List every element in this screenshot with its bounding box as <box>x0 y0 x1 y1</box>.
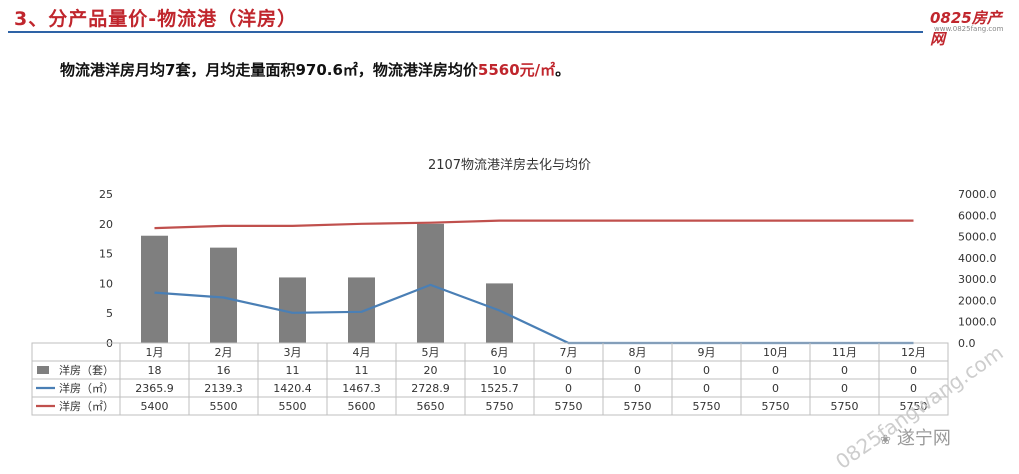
x-tick-label: 5月 <box>422 346 440 359</box>
y-tick-right: 2000.0 <box>958 294 997 307</box>
summary-price: 5560元/㎡ <box>477 61 556 79</box>
bar-units <box>417 223 444 343</box>
y-tick-left: 10 <box>99 277 113 290</box>
data-label: 0 <box>841 364 848 377</box>
data-label: 0 <box>703 364 710 377</box>
data-label: 1525.7 <box>480 382 519 395</box>
data-label: 16 <box>217 364 231 377</box>
x-tick-label: 3月 <box>284 346 302 359</box>
paw-icon: ❀ <box>880 433 891 448</box>
logo-url: www.0825fang.com <box>934 25 1004 33</box>
data-label: 0 <box>910 364 917 377</box>
data-label: 0 <box>703 382 710 395</box>
x-tick-label: 7月 <box>560 346 578 359</box>
y-tick-left: 15 <box>99 248 113 261</box>
data-label: 2728.9 <box>411 382 450 395</box>
data-label: 5400 <box>141 400 169 413</box>
x-tick-label: 1月 <box>146 346 164 359</box>
data-label: 5650 <box>417 400 445 413</box>
logo-text: 0825房产网 <box>930 9 1002 48</box>
summary-text: 物流港洋房月均7套，月均走量面积970.6㎡，物流港洋房均价 <box>60 61 478 79</box>
y-tick-right: 0.0 <box>958 337 976 350</box>
y-tick-right: 3000.0 <box>958 273 997 286</box>
chart-title: 2107物流港洋房去化与均价 <box>427 158 592 173</box>
data-label: 5750 <box>831 400 859 413</box>
x-tick-label: 10月 <box>763 346 788 359</box>
data-label: 5750 <box>624 400 652 413</box>
brand-watermark: ❀ 遂宁网 <box>880 424 951 450</box>
data-label: 5750 <box>900 400 928 413</box>
x-tick-label: 6月 <box>491 346 509 359</box>
line-area <box>154 283 914 345</box>
data-label: 2365.9 <box>135 382 174 395</box>
data-label: 5750 <box>693 400 721 413</box>
data-label: 1420.4 <box>273 382 312 395</box>
x-tick-label: 9月 <box>698 346 716 359</box>
x-tick-label: 11月 <box>832 346 857 359</box>
y-tick-right: 4000.0 <box>958 252 997 265</box>
y-tick-right: 6000.0 <box>958 209 997 222</box>
y-tick-right: 5000.0 <box>958 231 997 244</box>
page-title: 3、分产品量价-物流港（洋房） <box>14 8 298 30</box>
data-label: 0 <box>841 382 848 395</box>
data-label: 11 <box>355 364 369 377</box>
bar-units <box>141 235 168 343</box>
y-tick-right: 1000.0 <box>958 316 997 329</box>
x-tick-label: 4月 <box>353 346 371 359</box>
data-label: 5750 <box>555 400 583 413</box>
data-label: 11 <box>286 364 300 377</box>
line-price <box>154 219 914 230</box>
y-tick-left: 5 <box>106 307 113 320</box>
data-label: 18 <box>148 364 162 377</box>
data-label: 0 <box>772 382 779 395</box>
data-label: 5750 <box>762 400 790 413</box>
data-label: 20 <box>424 364 438 377</box>
data-label: 0 <box>634 382 641 395</box>
data-label: 0 <box>634 364 641 377</box>
data-label: 1467.3 <box>342 382 381 395</box>
bar-units <box>486 283 513 343</box>
site-logo[interactable]: 0825房产网 www.0825fang.com <box>928 4 1014 48</box>
data-label: 5500 <box>279 400 307 413</box>
data-label: 5750 <box>486 400 514 413</box>
brand-text: 遂宁网 <box>896 428 951 449</box>
data-label: 0 <box>565 364 572 377</box>
summary-end: 。 <box>555 61 571 79</box>
y-tick-left: 20 <box>99 218 113 231</box>
summary-line: 物流港洋房月均7套，月均走量面积970.6㎡，物流港洋房均价5560元/㎡。 <box>60 59 570 80</box>
data-label: 0 <box>910 382 917 395</box>
legend-label: 洋房（套） <box>59 363 114 377</box>
y-tick-left: 25 <box>99 188 113 201</box>
x-tick-label: 8月 <box>629 346 647 359</box>
bar-units <box>210 247 237 343</box>
data-label: 0 <box>772 364 779 377</box>
header-divider <box>8 31 923 33</box>
chart-canvas: 0 5 10 15 20 25 0.0 1000.0 2000.0 3000.0 4000.0 500… <box>31 188 997 416</box>
bar-units <box>348 277 375 343</box>
legend-label: 洋房（㎡） <box>59 381 114 395</box>
legend-key-bar <box>37 366 49 374</box>
data-label: 5500 <box>210 400 238 413</box>
data-label: 5600 <box>348 400 376 413</box>
x-tick-label: 12月 <box>901 346 926 359</box>
data-label: 2139.3 <box>204 382 243 395</box>
y-tick-right: 7000.0 <box>958 188 997 201</box>
legend-label: 洋房（㎡） <box>59 399 114 413</box>
data-label: 10 <box>493 364 507 377</box>
data-label: 0 <box>565 382 572 395</box>
x-tick-label: 2月 <box>215 346 233 359</box>
